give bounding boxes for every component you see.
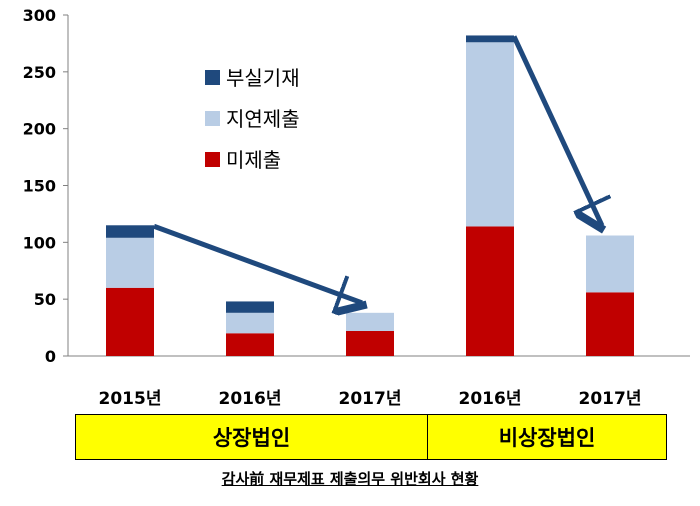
bar-segment <box>586 292 634 356</box>
bar-segment <box>106 287 154 356</box>
legend-swatch <box>205 152 220 167</box>
bar-segment <box>466 226 514 356</box>
y-tick-label: 50 <box>34 290 56 309</box>
legend-label: 미제출 <box>226 148 281 172</box>
bar-segment <box>106 225 154 238</box>
x-tick-label: 2016년 <box>459 389 522 409</box>
y-tick-label: 150 <box>23 177 56 196</box>
bar-segment <box>106 237 154 288</box>
bar-segment <box>346 312 394 331</box>
y-tick-label: 300 <box>23 6 56 25</box>
legend-label: 부실기재 <box>226 66 300 90</box>
legend-swatch <box>205 111 220 126</box>
bar-segment <box>466 35 514 43</box>
x-tick-label: 2015년 <box>99 389 162 409</box>
legend-swatch <box>205 70 220 85</box>
bar-segment <box>586 235 634 293</box>
y-tick-label: 100 <box>23 233 56 252</box>
bar-segment <box>346 330 394 356</box>
caption-text: 감사前 재무제표 제출의무 위반회사 현황 <box>221 470 479 488</box>
y-tick-label: 0 <box>45 347 56 366</box>
bar-segment <box>226 301 274 313</box>
y-tick-label: 200 <box>23 120 56 139</box>
bar-segment <box>466 42 514 227</box>
bar-segment <box>226 312 274 334</box>
group-label-unlisted: 비상장법인 <box>427 414 667 460</box>
x-tick-label: 2016년 <box>219 389 282 409</box>
trend-arrow <box>153 223 362 303</box>
group-label-listed: 상장법인 <box>75 414 428 460</box>
trend-arrow <box>511 35 602 225</box>
x-tick-label: 2017년 <box>579 389 642 409</box>
bar-segment <box>226 333 274 356</box>
y-tick-label: 250 <box>23 63 56 82</box>
chart-caption: 감사前 재무제표 제출의무 위반회사 현황 <box>0 468 700 489</box>
legend-label: 지연제출 <box>226 107 300 131</box>
x-tick-label: 2017년 <box>339 389 402 409</box>
